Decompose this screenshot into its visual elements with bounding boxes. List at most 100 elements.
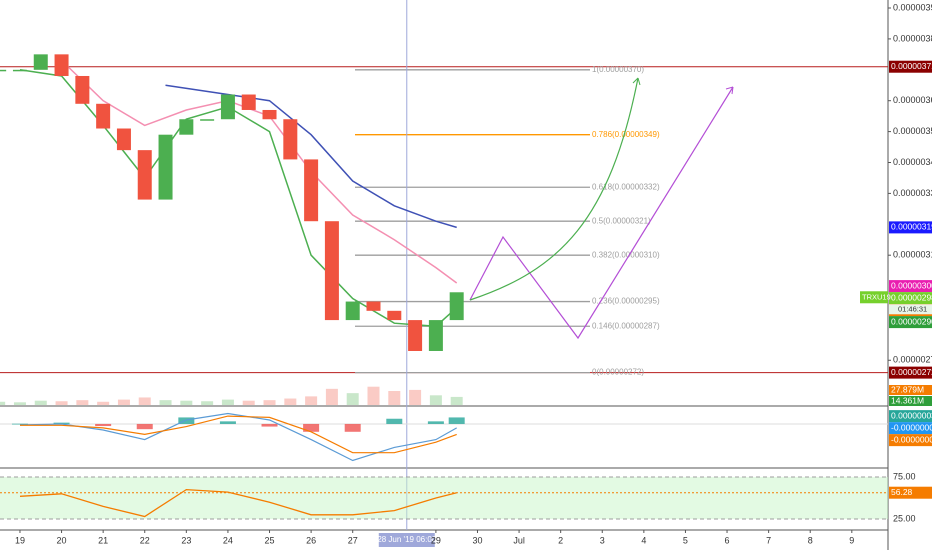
candle xyxy=(449,292,464,321)
volume-bar xyxy=(305,396,318,405)
price-tag-label: 0.00000371 xyxy=(891,61,932,71)
price-tag xyxy=(889,280,932,293)
price-tag-label: 0.00000272 xyxy=(891,367,932,377)
y-tick-label: 75.00 xyxy=(893,471,916,481)
price-tag-label: -0.00000004 xyxy=(891,434,932,444)
value-tag xyxy=(889,486,932,499)
x-tick-label: 2 xyxy=(558,535,563,545)
fib-label: 0.236(0.00000295) xyxy=(592,297,660,306)
candle xyxy=(324,221,339,321)
y-tick-label: 0.00000340 xyxy=(893,157,932,167)
y-tick-label: 0.00000350 xyxy=(893,126,932,136)
candle xyxy=(96,103,111,129)
volume-tag xyxy=(889,396,932,406)
volume-bar xyxy=(117,399,130,405)
x-tick-label: 21 xyxy=(98,535,108,545)
volume-bar xyxy=(221,399,234,405)
candle xyxy=(12,69,27,72)
x-tick-label: Jul xyxy=(513,535,525,545)
symbol-label: TRXU19 xyxy=(862,292,891,301)
histogram-bar xyxy=(261,423,278,427)
price-tag xyxy=(889,316,932,329)
x-tick-label: 7 xyxy=(766,535,771,545)
volume-bar xyxy=(429,395,442,405)
arrow-head xyxy=(632,77,641,86)
volume-bar xyxy=(34,400,47,405)
price-tag xyxy=(889,221,932,234)
y-tick-label: 0.00000360 xyxy=(893,95,932,105)
y-tick-label: 0.00000330 xyxy=(893,188,932,198)
candle xyxy=(428,320,443,351)
price-tag xyxy=(889,434,932,447)
volume-bar xyxy=(97,401,110,405)
candle xyxy=(116,128,131,151)
candle xyxy=(408,320,423,351)
histogram-bar xyxy=(95,423,112,427)
fib-label: 1(0.00000370) xyxy=(592,65,644,74)
price-tag-label: 0.00000003 xyxy=(891,410,932,420)
price-tag-label: 0.00000300 xyxy=(891,280,932,290)
candle xyxy=(283,119,298,160)
volume-bar xyxy=(263,400,276,405)
y-tick-label: 0.00000380 xyxy=(893,33,932,43)
value-tag-label: 56.28 xyxy=(891,487,913,497)
x-tick-label: 27 xyxy=(348,535,358,545)
candle xyxy=(345,301,360,321)
fib-label: 0.618(0.00000332) xyxy=(592,182,660,191)
fib-label: 0.786(0.00000349) xyxy=(592,130,660,139)
countdown: 01:46:31 xyxy=(898,304,927,313)
macd-line xyxy=(20,415,457,454)
x-tick-label: 6 xyxy=(725,535,730,545)
histogram-bar xyxy=(136,423,153,430)
volume-bar xyxy=(242,400,255,405)
candle xyxy=(220,94,235,120)
price-tag xyxy=(889,422,932,435)
histogram-bar xyxy=(53,422,70,424)
histogram-bar xyxy=(448,417,465,424)
volume-tag-label: 14.361M xyxy=(891,395,924,405)
fib-label: 0.5(0.00000321) xyxy=(592,216,651,225)
candle xyxy=(366,301,381,311)
volume-bar xyxy=(13,402,26,405)
x-tick-label: 23 xyxy=(181,535,191,545)
volume-bar xyxy=(450,396,463,405)
candle xyxy=(54,54,69,76)
price-tag xyxy=(889,292,932,305)
x-tick-label: 30 xyxy=(472,535,482,545)
candle xyxy=(304,159,319,222)
y-tick-label: 0.00000390 xyxy=(893,2,932,12)
candle xyxy=(137,150,152,200)
histogram-bar xyxy=(219,421,236,424)
fib-label: 0(0.00000272) xyxy=(592,368,644,377)
price-tag-label: 0.00000298 xyxy=(891,292,932,302)
x-tick-label: 4 xyxy=(641,535,646,545)
rsi-line xyxy=(19,488,457,518)
histogram-bar xyxy=(11,423,28,425)
candle xyxy=(200,119,215,121)
price-tag-label: 0.00000319 xyxy=(891,222,932,232)
volume-bar xyxy=(138,397,151,405)
volume-bar xyxy=(284,398,297,405)
price-tag xyxy=(889,366,932,379)
histogram-bar xyxy=(178,417,195,424)
candle xyxy=(158,134,173,200)
rsi-band xyxy=(0,476,888,519)
volume-bar xyxy=(55,401,68,405)
volume-bar xyxy=(325,388,338,405)
histogram-bar xyxy=(386,418,403,424)
histogram-bar xyxy=(303,423,320,432)
histogram-bar xyxy=(427,421,444,424)
price-tag xyxy=(889,60,932,73)
x-tick-label: 19 xyxy=(15,535,25,545)
y-tick-label: 0.00000310 xyxy=(893,250,932,260)
crosshair-tag xyxy=(378,533,435,547)
crosshair-label: 28 Jun '19 06:00 xyxy=(377,535,436,544)
volume-bar xyxy=(159,400,172,405)
fib-label: 0.146(0.00000287) xyxy=(592,321,660,330)
candle xyxy=(75,75,90,104)
volume-bar xyxy=(180,400,193,405)
volume-bar xyxy=(367,386,380,405)
